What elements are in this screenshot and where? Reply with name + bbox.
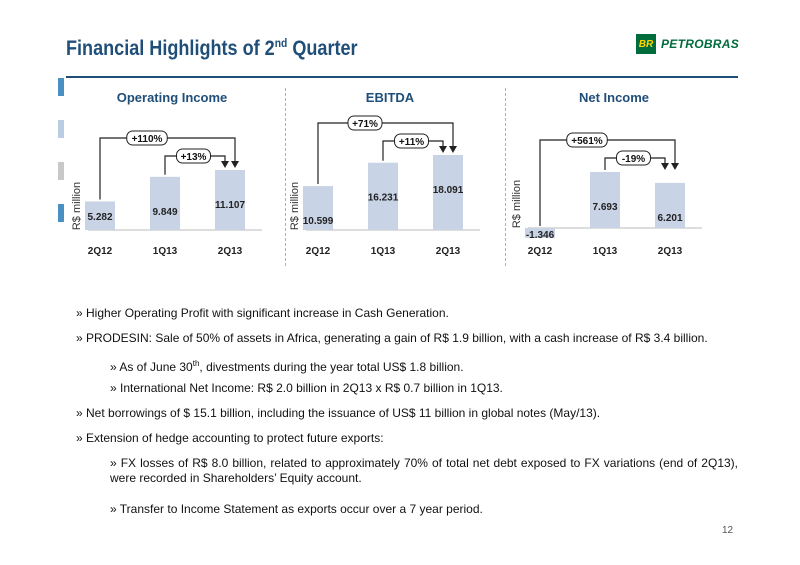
category-label: 2Q13: [218, 246, 243, 257]
bullet-8: » Transfer to Income Statement as export…: [110, 502, 483, 516]
br-logo-mark: BR: [636, 34, 656, 54]
value-label: 10.599: [303, 216, 334, 227]
logo-wordmark: PETROBRAS: [661, 37, 740, 51]
title-sup: nd: [274, 36, 288, 50]
growth-badge: [126, 130, 168, 146]
category-label: 2Q13: [658, 246, 683, 257]
title-underline: [66, 76, 738, 78]
arrow-head: [439, 146, 447, 153]
chart-title-ebitda: EBITDA: [365, 90, 415, 105]
bar-1q13: [368, 162, 398, 230]
bullet-3-a: » As of June 30: [110, 360, 193, 374]
growth-badge: [347, 115, 383, 131]
growth-label: -19%: [622, 154, 645, 165]
bar-2q12: [85, 201, 115, 230]
bar-2q13: [433, 155, 463, 230]
operating-income-chart: R$ million 5.282 2Q12 9.849 1Q13 11.107 2Q13 +1…: [71, 130, 262, 257]
growth-connector: [317, 122, 454, 185]
value-label: 9.849: [152, 207, 177, 218]
bullet-3-b: , divestments during the year total US$ …: [199, 360, 464, 374]
category-label: 1Q13: [593, 246, 618, 257]
growth-badge: [616, 150, 651, 166]
growth-label: +11%: [399, 137, 424, 148]
value-label: 7.693: [592, 202, 617, 213]
bullet-2: » PRODESIN: Sale of 50% of assets in Afr…: [76, 331, 708, 345]
value-label: 5.282: [87, 212, 112, 223]
bar-2q13: [215, 170, 245, 230]
y-axis-label: R$ million: [289, 182, 301, 230]
bullet-1: » Higher Operating Profit with significa…: [76, 306, 449, 320]
chart-title-operating-income: Operating Income: [116, 90, 228, 105]
category-label: 2Q12: [306, 246, 331, 257]
bullet-4: » International Net Income: R$ 2.0 billi…: [110, 381, 503, 395]
value-label: 11.107: [215, 200, 245, 211]
petrobras-logo: BR PETROBRAS: [636, 34, 739, 54]
bar-1q13: [150, 176, 180, 230]
category-label: 1Q13: [371, 246, 396, 257]
page-number: 12: [722, 525, 734, 536]
decorative-side-strip: [58, 78, 64, 238]
growth-badge: [566, 132, 608, 148]
value-label: 16.231: [368, 193, 399, 204]
category-label: 2Q13: [436, 246, 461, 257]
bullet-5: » Net borrowings of $ 15.1 billion, incl…: [76, 406, 601, 420]
arrow-head: [449, 146, 457, 153]
bullet-6: » Extension of hedge accounting to prote…: [76, 431, 384, 445]
page-title: Financial Highlights of 2nd Quarter: [66, 36, 358, 61]
growth-label: +561%: [571, 136, 603, 147]
growth-label: +71%: [352, 119, 378, 130]
growth-label: +13%: [181, 152, 207, 163]
arrow-head: [671, 163, 679, 170]
value-label: 6.201: [657, 213, 682, 224]
title-main: Financial Highlights of 2: [66, 37, 275, 60]
net-income-chart: R$ million-1.346 2Q12 7.693 1Q13 6.201 2Q13 +5…: [511, 132, 702, 257]
chart-title-net-income: Net Income: [578, 90, 650, 105]
panel-divider-1: [285, 88, 286, 266]
value-label: -1.346: [526, 230, 555, 241]
growth-badge: [176, 148, 211, 164]
ebitda-chart: R$ million 10.599 2Q12 16.231 1Q13 18.091 2Q13…: [289, 115, 480, 257]
panel-divider-2: [505, 88, 506, 266]
category-label: 2Q12: [88, 246, 113, 257]
growth-badge: [394, 133, 429, 149]
bullet-7: » FX losses of R$ 8.0 billion, related t…: [110, 456, 738, 485]
arrow-head: [221, 161, 229, 168]
category-label: 2Q12: [528, 246, 553, 257]
bar-1q13: [590, 172, 620, 228]
bar-2q13: [655, 182, 685, 228]
value-label: 18.091: [433, 185, 464, 196]
y-axis-label: R$ million: [511, 180, 523, 228]
bullet-3-sup: th: [192, 359, 200, 368]
growth-label: +110%: [132, 134, 163, 145]
arrow-head: [661, 163, 669, 170]
y-axis-label: R$ million: [71, 182, 83, 230]
bar-2q12: [303, 186, 333, 230]
arrow-head: [231, 161, 239, 168]
title-tail: Quarter: [287, 37, 358, 60]
bar-2q12: [525, 228, 555, 238]
category-label: 1Q13: [153, 246, 178, 257]
bullet-3: » As of June 30th, divestments during th…: [110, 356, 464, 375]
